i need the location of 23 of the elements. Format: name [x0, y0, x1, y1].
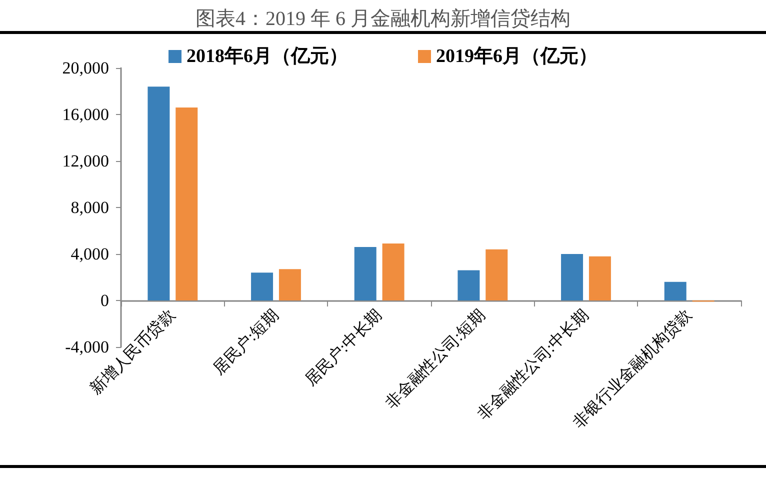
- bar: [176, 108, 198, 300]
- x-tick-label: 居民户:中长期: [302, 306, 386, 390]
- y-tick-label: 16,000: [62, 105, 109, 124]
- bar: [588, 256, 611, 300]
- bar: [561, 254, 584, 300]
- y-tick-label: 8,000: [70, 198, 109, 217]
- bar: [664, 282, 686, 300]
- y-tick-label: 4,000: [70, 244, 109, 264]
- bar: [148, 86, 170, 300]
- legend-label: 2019年6月（亿元）: [436, 46, 598, 67]
- chart-title: 图表4：2019 年 6 月金融机构新增信贷结构: [196, 8, 570, 30]
- y-tick-label: 20,000: [62, 58, 109, 78]
- bar: [251, 272, 274, 300]
- y-tick-label: 12,000: [62, 152, 109, 170]
- bar: [458, 270, 480, 300]
- bar: [382, 244, 404, 300]
- y-tick-label: 0: [100, 291, 109, 310]
- bar: [486, 249, 508, 300]
- y-tick-label: -4,000: [65, 338, 109, 356]
- bar: [278, 269, 301, 300]
- legend-label: 2018年6月（亿元）: [186, 46, 348, 67]
- bar: [354, 247, 376, 300]
- x-tick-label: 居民户:短期: [210, 306, 282, 378]
